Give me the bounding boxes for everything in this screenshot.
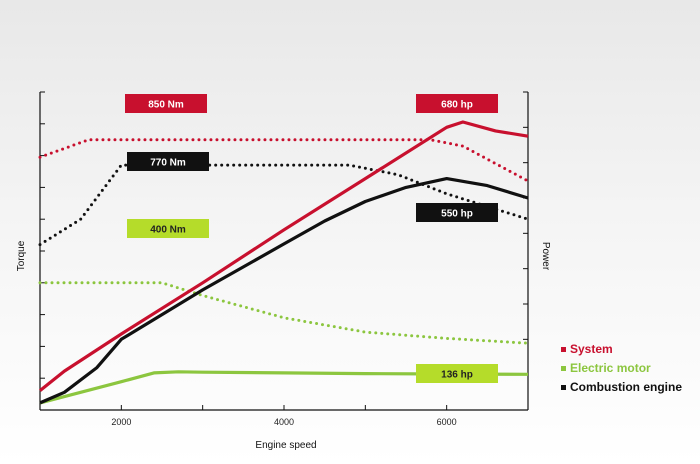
- callout-box: [127, 152, 209, 171]
- legend: System Electric motor Combustion engine: [561, 342, 682, 394]
- callout-850-nm: 850 Nm: [125, 94, 207, 113]
- x-axis-title: Engine speed: [255, 440, 316, 451]
- callout-550-hp: 550 hp: [416, 203, 498, 222]
- x-tick-label: 4000: [274, 417, 294, 427]
- legend-label: System: [570, 342, 613, 356]
- callout-label: 770 Nm: [150, 158, 186, 169]
- x-tick-label: 2000: [111, 417, 131, 427]
- y-axis-title-left: Torque: [16, 240, 27, 271]
- electric-motor-torque-line: [38, 281, 530, 345]
- combustion-engine-torque-line: [38, 163, 530, 247]
- callout-label: 400 Nm: [150, 225, 186, 236]
- combustion-engine-power-line: [39, 177, 529, 405]
- callout-136-hp: 136 hp: [416, 364, 498, 383]
- system-power-line: [39, 120, 529, 392]
- x-tick-label: 6000: [437, 417, 457, 427]
- callouts: 850 Nm 680 hp 770 Nm 550 hp 400 Nm 136 hp: [125, 94, 498, 383]
- y-axis-title-right: Power: [540, 242, 551, 271]
- callout-770-nm: 770 Nm: [127, 152, 209, 171]
- system-torque-line: [38, 138, 530, 183]
- legend-item-combustion-engine: Combustion engine: [561, 380, 682, 394]
- callout-box: [416, 203, 498, 222]
- legend-item-system: System: [561, 342, 613, 356]
- callout-label: 850 Nm: [148, 100, 184, 111]
- legend-swatch: [561, 347, 566, 352]
- series-layer: [38, 120, 530, 405]
- callout-680-hp: 680 hp: [416, 94, 498, 113]
- legend-swatch: [561, 366, 566, 371]
- axes: 2000 4000 6000: [39, 91, 529, 427]
- callout-label: 136 hp: [441, 370, 473, 381]
- callout-box: [127, 219, 209, 238]
- callout-box: [125, 94, 207, 113]
- legend-item-electric-motor: Electric motor: [561, 361, 651, 375]
- legend-label: Combustion engine: [570, 380, 682, 394]
- callout-label: 680 hp: [441, 100, 473, 111]
- legend-swatch: [561, 385, 566, 390]
- callout-label: 550 hp: [441, 209, 473, 220]
- callout-box: [416, 94, 498, 113]
- callout-400-nm: 400 Nm: [127, 219, 209, 238]
- legend-label: Electric motor: [570, 361, 651, 375]
- callout-box: [416, 364, 498, 383]
